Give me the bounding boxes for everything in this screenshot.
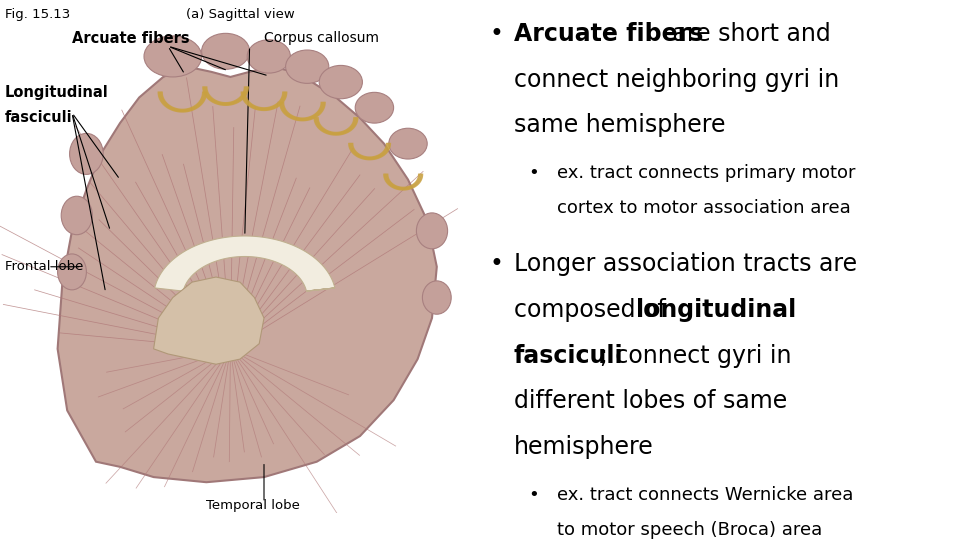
Ellipse shape — [389, 128, 427, 159]
Text: longitudinal: longitudinal — [636, 298, 796, 322]
Text: fasciculi: fasciculi — [5, 111, 72, 125]
Text: Longitudinal: Longitudinal — [5, 85, 108, 100]
Polygon shape — [58, 66, 437, 482]
Text: Frontal lobe: Frontal lobe — [5, 260, 84, 273]
Ellipse shape — [422, 281, 451, 314]
Text: (a) Sagittal view: (a) Sagittal view — [185, 8, 295, 21]
Text: ex. tract connects Wernicke area: ex. tract connects Wernicke area — [557, 486, 853, 504]
Text: ; connect gyri in: ; connect gyri in — [600, 343, 791, 368]
Text: •: • — [490, 22, 503, 45]
Text: Fig. 15.13: Fig. 15.13 — [5, 8, 70, 21]
Ellipse shape — [417, 213, 447, 249]
Text: composed of: composed of — [514, 298, 673, 322]
Text: •: • — [528, 486, 539, 504]
Text: Corpus callosum: Corpus callosum — [264, 31, 379, 45]
Ellipse shape — [319, 65, 362, 99]
Ellipse shape — [70, 133, 104, 174]
Text: Temporal lobe: Temporal lobe — [206, 499, 300, 512]
Text: Arcuate fibers: Arcuate fibers — [72, 31, 190, 46]
Text: same hemisphere: same hemisphere — [514, 113, 725, 137]
Polygon shape — [155, 236, 335, 291]
Text: connect neighboring gyri in: connect neighboring gyri in — [514, 68, 839, 91]
Text: are short and: are short and — [664, 22, 830, 45]
Text: hemisphere: hemisphere — [514, 435, 654, 460]
Polygon shape — [154, 277, 264, 364]
Ellipse shape — [286, 50, 329, 83]
Text: Longer association tracts are: Longer association tracts are — [514, 252, 856, 276]
Text: •: • — [528, 164, 539, 182]
Ellipse shape — [58, 254, 86, 290]
Text: different lobes of same: different lobes of same — [514, 389, 787, 414]
Text: cortex to motor association area: cortex to motor association area — [557, 199, 851, 217]
Ellipse shape — [247, 40, 290, 73]
Text: •: • — [490, 252, 503, 276]
Text: Arcuate fibers: Arcuate fibers — [514, 22, 703, 45]
Text: to motor speech (Broca) area: to motor speech (Broca) area — [557, 521, 822, 539]
Ellipse shape — [202, 33, 250, 69]
Text: ex. tract connects primary motor: ex. tract connects primary motor — [557, 164, 855, 182]
Text: fasciculi: fasciculi — [514, 343, 623, 368]
Ellipse shape — [355, 92, 394, 123]
Ellipse shape — [61, 196, 92, 235]
Ellipse shape — [144, 36, 202, 77]
